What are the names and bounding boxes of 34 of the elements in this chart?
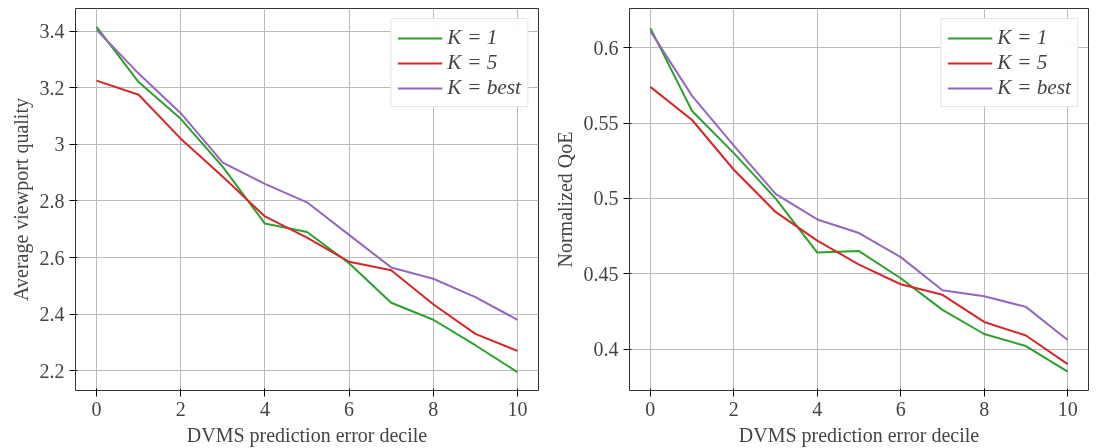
x-tick-label: 10 — [507, 397, 528, 420]
x-tick-label: 2 — [728, 397, 739, 420]
legend-label: K = 1 — [447, 25, 498, 50]
x-tick-label: 4 — [259, 397, 270, 420]
x-tick-label: 8 — [428, 397, 439, 420]
y-axis-title: Normalized QoE — [553, 131, 576, 268]
y-tick-label: 0.55 — [583, 112, 619, 135]
y-tick-label: 2.4 — [39, 303, 65, 326]
y-tick-label: 0.5 — [593, 187, 619, 210]
y-tick-label: 2.8 — [39, 189, 65, 212]
x-axis-title: DVMS prediction error decile — [738, 423, 980, 447]
x-tick-label: 8 — [979, 397, 990, 420]
y-tick-label: 3.2 — [39, 76, 65, 99]
y-tick-label: 0.6 — [593, 36, 619, 59]
x-tick-label: 2 — [175, 397, 186, 420]
legend-label: K = best — [997, 75, 1071, 100]
legend-label: K = 5 — [997, 50, 1048, 75]
y-tick-label: 0.45 — [583, 262, 619, 285]
legend-label: K = 1 — [997, 25, 1048, 50]
legend-label: K = 5 — [447, 50, 498, 75]
x-tick-label: 10 — [1057, 397, 1078, 420]
y-tick-label: 0.4 — [593, 338, 619, 361]
legend-label: K = best — [447, 75, 521, 100]
x-tick-label: 6 — [895, 397, 906, 420]
x-axis-title: DVMS prediction error decile — [186, 423, 428, 447]
x-tick-label: 6 — [344, 397, 355, 420]
x-tick-label: 0 — [91, 397, 102, 420]
y-tick-label: 2.2 — [39, 359, 65, 382]
y-tick-label: 3.4 — [39, 20, 65, 43]
y-tick-label: 2.6 — [39, 246, 65, 269]
x-tick-label: 0 — [645, 397, 656, 420]
y-axis-title: Average viewport quality — [9, 98, 33, 301]
x-tick-label: 4 — [812, 397, 823, 420]
y-tick-label: 3 — [54, 133, 65, 156]
